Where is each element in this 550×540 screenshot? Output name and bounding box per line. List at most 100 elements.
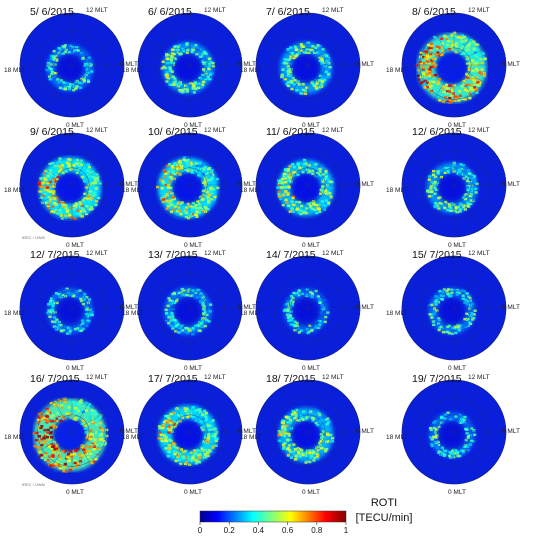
roti-cell (173, 322, 177, 325)
roti-cell (290, 87, 294, 91)
roti-cell (73, 291, 77, 295)
roti-cell (435, 54, 439, 58)
roti-cell (53, 211, 57, 215)
roti-cell (88, 190, 92, 193)
roti-cell (42, 441, 46, 445)
roti-cell (286, 65, 290, 68)
mlt-label-right: 6 MLT (120, 428, 138, 435)
roti-cell (325, 418, 329, 421)
roti-cell (90, 461, 94, 465)
roti-cell (459, 323, 464, 326)
roti-cell (311, 172, 315, 176)
roti-cell (322, 425, 326, 428)
roti-cell (428, 426, 433, 430)
roti-cell (280, 181, 284, 184)
roti-cell (44, 201, 49, 205)
roti-cell (423, 79, 427, 82)
roti-cell (47, 190, 51, 193)
roti-cell (471, 318, 475, 321)
roti-cell (465, 62, 469, 65)
roti-cell (428, 303, 432, 307)
roti-cell (432, 426, 436, 430)
roti-cell (449, 99, 453, 103)
mlt-label-right: 6 MLT (502, 428, 520, 435)
mlt-meridian (281, 19, 309, 66)
roti-cell (203, 436, 208, 439)
auroral-oval (277, 407, 335, 464)
roti-cell (429, 42, 433, 46)
roti-cell (201, 298, 205, 302)
roti-cell (178, 52, 182, 56)
roti-cell (426, 189, 430, 192)
roti-cell (201, 60, 205, 64)
roti-cell (307, 295, 311, 298)
roti-cell (324, 449, 328, 453)
roti-cell (310, 416, 315, 420)
roti-cell (71, 164, 76, 167)
roti-cell (293, 45, 297, 48)
roti-cell (299, 43, 303, 46)
roti-cell (282, 445, 286, 449)
roti-cell (460, 34, 464, 37)
roti-cell (457, 170, 461, 173)
roti-cell (466, 179, 470, 183)
roti-cell (474, 43, 478, 46)
roti-cell (75, 296, 79, 299)
roti-cell (435, 446, 439, 449)
roti-cell (288, 316, 293, 319)
roti-cell (55, 417, 59, 420)
roti-cell (36, 446, 40, 449)
roti-cell (326, 421, 331, 424)
roti-cell (442, 288, 446, 291)
panel-date-title: 7/ 6/2015 (266, 6, 310, 18)
polar-cap (57, 175, 83, 201)
roti-cell (157, 425, 162, 428)
roti-cell (57, 455, 61, 458)
roti-cell (460, 168, 464, 171)
roti-cell (287, 68, 292, 71)
roti-cell (89, 171, 93, 174)
mlt-label-bottom: 0 MLT (66, 242, 84, 249)
roti-cell (318, 165, 322, 169)
roti-cell (185, 90, 189, 93)
roti-cell (419, 61, 423, 65)
roti-cell (78, 460, 83, 463)
roti-cell (469, 83, 474, 86)
mlt-label-left: 18 MLT (386, 310, 408, 317)
roti-cell (84, 449, 88, 452)
roti-cell (162, 425, 166, 428)
mlt-meridian (262, 184, 309, 212)
roti-cell (462, 82, 467, 86)
roti-cell (39, 177, 43, 180)
roti-cell (417, 69, 421, 72)
roti-cell (204, 184, 208, 187)
roti-cell (427, 72, 432, 75)
roti-cell (175, 325, 179, 328)
mlt-meridian (71, 64, 99, 111)
roti-cell (72, 450, 76, 453)
roti-cell (430, 63, 434, 66)
roti-cell (475, 83, 480, 86)
roti-cell (192, 91, 196, 94)
roti-cell (201, 416, 205, 420)
mlt-label-top: 12 MLT (86, 374, 108, 381)
mlt-meridian (163, 184, 191, 231)
roti-cell (428, 55, 432, 58)
roti-cell (420, 65, 424, 68)
roti-cell (185, 84, 189, 88)
roti-cell (323, 60, 328, 63)
mlt-label-left: 18 MLT (4, 310, 26, 317)
roti-cell (430, 90, 434, 94)
roti-cell (441, 452, 445, 455)
roti-cell (303, 210, 307, 214)
roti-cell (292, 165, 296, 169)
mlt-meridian (453, 386, 481, 433)
roti-cell (318, 44, 322, 48)
roti-cell (197, 86, 201, 90)
roti-cell (433, 65, 438, 68)
roti-cell (67, 87, 72, 91)
roti-cell (53, 404, 57, 408)
panel-date-title: 6/ 6/2015 (148, 6, 192, 18)
roti-cell (43, 418, 48, 421)
roti-cell (87, 166, 92, 169)
